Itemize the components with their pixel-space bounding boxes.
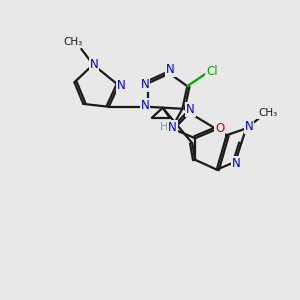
Text: N: N <box>90 58 98 71</box>
Text: CH₃: CH₃ <box>258 108 278 118</box>
Text: Cl: Cl <box>206 65 218 78</box>
Text: N: N <box>141 99 149 112</box>
Text: N: N <box>117 79 126 92</box>
Text: CH₃: CH₃ <box>64 37 83 47</box>
Text: N: N <box>166 63 175 76</box>
Text: N: N <box>141 78 149 91</box>
Text: N: N <box>168 121 177 134</box>
Text: N: N <box>186 103 195 116</box>
Text: H: H <box>160 122 168 132</box>
Text: N: N <box>232 157 241 170</box>
Text: N: N <box>245 120 254 133</box>
Text: O: O <box>215 122 224 135</box>
